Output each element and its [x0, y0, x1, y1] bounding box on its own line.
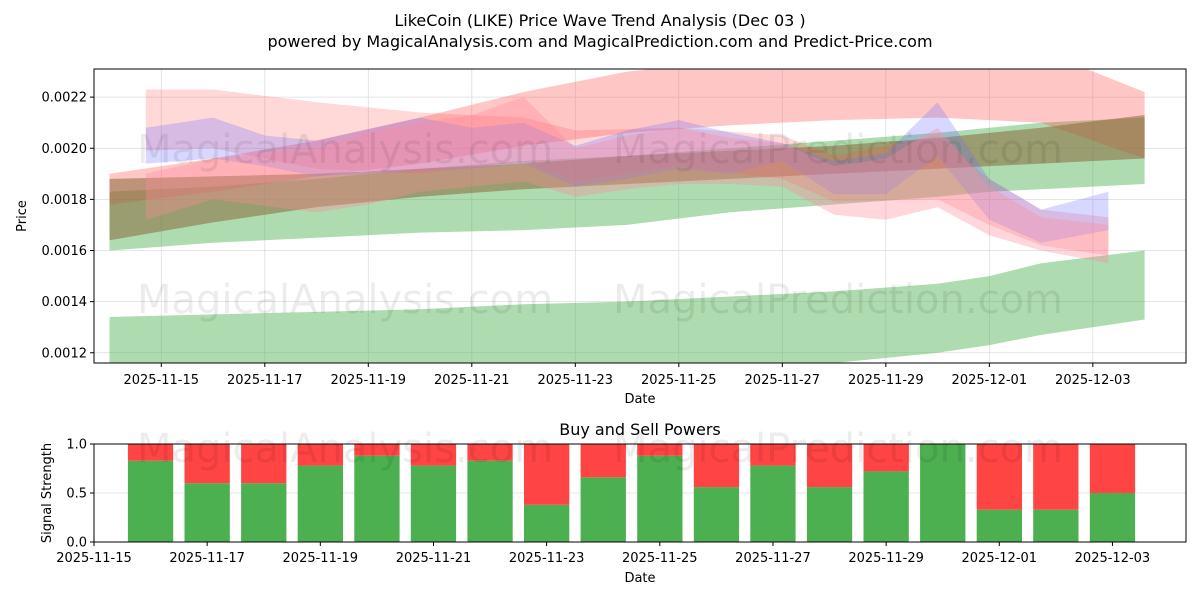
main-y-tick-label: 0.0022	[42, 91, 88, 106]
main-x-tick-label: 2025-11-29	[848, 373, 924, 388]
buy-bar	[863, 471, 909, 542]
buy-bar	[241, 483, 287, 542]
bar-x-tick-label: 2025-12-01	[962, 551, 1038, 566]
buy-bar	[750, 465, 796, 542]
bar-x-tick-label: 2025-11-29	[848, 551, 924, 566]
bar-x-tick-label: 2025-11-15	[56, 551, 132, 566]
main-x-tick-label: 2025-11-17	[227, 373, 303, 388]
sell-bar	[297, 444, 343, 466]
sell-bar	[750, 444, 796, 466]
main-y-tick-label: 0.0014	[42, 295, 88, 310]
sell-bar	[127, 444, 174, 461]
main-y-tick-label: 0.0020	[42, 142, 88, 157]
watermark-right: MagicalPrediction.com	[613, 127, 1063, 173]
main-bands	[109, 69, 1145, 363]
price-band-blue	[145, 102, 1109, 243]
bar-x-tick-label: 2025-11-19	[283, 551, 359, 566]
sell-bar	[410, 444, 457, 466]
bar-x-tick-label: 2025-11-23	[509, 551, 585, 566]
buy-sell-powers-chart: Buy and Sell Powers MagicalAnalysis.com …	[40, 420, 1187, 586]
buy-bar	[467, 460, 513, 542]
price-wave-chart: MagicalAnalysis.com MagicalPrediction.co…	[15, 68, 1187, 407]
buy-bar	[354, 455, 400, 542]
sell-bar	[1089, 444, 1136, 493]
buy-bar	[184, 483, 230, 542]
bar-x-tick-label: 2025-11-17	[169, 551, 245, 566]
watermark-right: MagicalPrediction.com	[613, 277, 1063, 323]
buy-bar	[693, 487, 740, 542]
buy-bar	[524, 504, 570, 542]
bar-y-tick-label: 1.0	[66, 438, 87, 453]
chart-title: LikeCoin (LIKE) Price Wave Trend Analysi…	[394, 11, 805, 30]
main-x-tick-label: 2025-11-27	[745, 373, 821, 388]
sell-bar	[693, 444, 740, 488]
bar-x-axis-label: Date	[624, 571, 655, 586]
main-x-tick-label: 2025-11-21	[434, 373, 510, 388]
main-y-ticks: 0.0012 0.0014 0.0016 0.0018 0.0020 0.0022	[42, 91, 94, 361]
main-x-ticks: 2025-11-15 2025-11-17 2025-11-19 2025-11-21…	[123, 363, 1131, 388]
watermark-left: MagicalAnalysis.com	[137, 426, 553, 472]
price-band-red	[145, 89, 1109, 256]
bar-y-axis-label: Signal Strength	[40, 443, 55, 543]
bar-watermarks: MagicalAnalysis.com MagicalPrediction.co…	[137, 426, 1063, 472]
buy-bar	[806, 487, 853, 542]
buy-sell-title: Buy and Sell Powers	[559, 420, 721, 439]
main-y-tick-label: 0.0012	[42, 346, 88, 361]
sell-bar	[976, 444, 1022, 510]
sell-bar	[184, 444, 230, 484]
sell-bar	[524, 444, 570, 505]
buy-bar	[976, 509, 1022, 542]
buy-bar	[410, 465, 457, 542]
buy-bar	[297, 465, 343, 542]
buy-bar	[127, 460, 174, 542]
buy-bar	[580, 477, 626, 542]
sell-bar	[580, 444, 626, 478]
sell-bar	[354, 444, 400, 456]
main-y-tick-label: 0.0016	[42, 244, 88, 259]
watermark-left: MagicalAnalysis.com	[137, 277, 553, 323]
main-watermarks: MagicalAnalysis.com MagicalPrediction.co…	[137, 127, 1063, 323]
buy-bar	[637, 455, 683, 542]
main-plot-area	[94, 69, 1186, 363]
sell-bar	[241, 444, 287, 484]
main-x-tick-label: 2025-11-19	[331, 373, 407, 388]
watermark-right: MagicalPrediction.com	[613, 426, 1063, 472]
buy-bar	[1033, 509, 1079, 542]
bar-x-tick-label: 2025-12-03	[1075, 551, 1151, 566]
bar-x-ticks: 2025-11-15 2025-11-17 2025-11-19 2025-11-21…	[56, 542, 1150, 566]
bar-bars	[127, 444, 1136, 542]
price-band-red	[109, 69, 1145, 205]
bar-y-tick-label: 0.0	[66, 536, 87, 551]
sell-bar	[863, 444, 909, 472]
sell-bar	[806, 444, 853, 488]
bar-x-tick-label: 2025-11-25	[622, 551, 698, 566]
main-x-axis-label: Date	[624, 392, 655, 407]
main-plot-frame	[93, 68, 1187, 364]
main-x-tick-label: 2025-11-23	[538, 373, 614, 388]
main-y-axis-label: Price	[15, 200, 30, 232]
watermark-left: MagicalAnalysis.com	[137, 127, 553, 173]
main-gridlines	[94, 69, 1186, 363]
bar-x-tick-label: 2025-11-21	[396, 551, 472, 566]
price-band-pink	[145, 97, 1109, 264]
chart-subtitle: powered by MagicalAnalysis.com and Magic…	[267, 32, 932, 51]
main-y-tick-label: 0.0018	[42, 193, 88, 208]
buy-bar	[1089, 493, 1136, 542]
main-x-tick-label: 2025-12-03	[1055, 373, 1131, 388]
sell-bar	[467, 444, 513, 461]
main-x-tick-label: 2025-12-01	[952, 373, 1028, 388]
sell-bar	[637, 444, 683, 456]
price-band-brown	[109, 115, 1145, 241]
price-band-green	[109, 250, 1145, 363]
bar-x-tick-label: 2025-11-27	[735, 551, 811, 566]
bar-y-ticks: 0.0 0.5 1.0	[66, 438, 94, 551]
bar-y-tick-label: 0.5	[66, 487, 87, 502]
buy-bar	[920, 444, 966, 542]
main-x-tick-label: 2025-11-25	[641, 373, 717, 388]
sell-bar	[1033, 444, 1079, 510]
main-x-tick-label: 2025-11-15	[123, 373, 199, 388]
